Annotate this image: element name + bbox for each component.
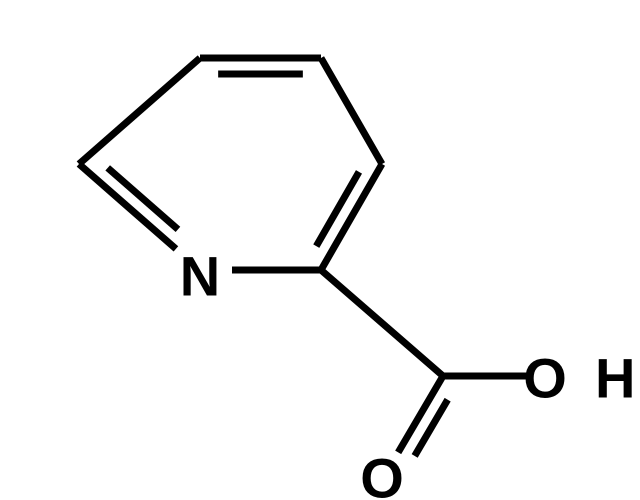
bonds bbox=[79, 58, 531, 456]
bond-double bbox=[415, 400, 448, 456]
bond bbox=[79, 164, 176, 249]
atom-label-H: H bbox=[595, 347, 635, 410]
atom-label-N: N bbox=[180, 245, 220, 308]
atom-labels: NOOH bbox=[180, 245, 636, 500]
bond bbox=[79, 58, 200, 164]
bond bbox=[321, 270, 443, 376]
atom-label-O: O bbox=[360, 447, 404, 500]
atom-label-O: O bbox=[523, 347, 567, 410]
molecule-diagram: NOOH bbox=[0, 0, 640, 500]
bond bbox=[321, 58, 382, 164]
